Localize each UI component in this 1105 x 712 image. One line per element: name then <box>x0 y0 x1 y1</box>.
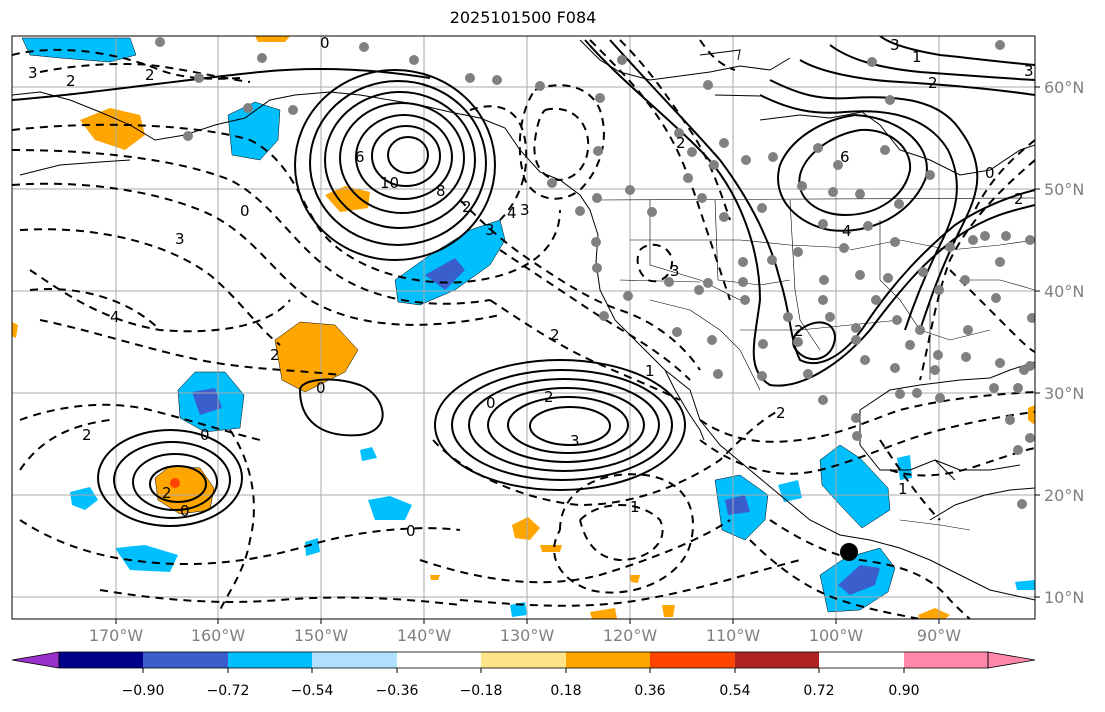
lon-label-110w: 110°W <box>705 626 761 645</box>
contour-label: 2 <box>66 72 76 90</box>
contour-label: 2 <box>462 198 472 216</box>
contour-label: 0 <box>180 502 190 520</box>
contour-label: 0 <box>406 522 416 540</box>
contour-label: 4 <box>507 204 517 222</box>
lon-label-90w: 90°W <box>916 626 962 645</box>
borders <box>597 197 1035 531</box>
contour-label: 3 <box>1024 62 1034 80</box>
lat-label-20n: 20°N <box>1044 486 1085 505</box>
colorbar-segment <box>735 652 819 668</box>
lat-label-10n: 10°N <box>1044 588 1085 607</box>
lon-label-140w: 140°W <box>396 626 452 645</box>
colorbar-tick: 0.36 <box>634 683 666 699</box>
contour-label: 1 <box>898 480 908 498</box>
colorbar-arrow-high <box>987 651 1036 669</box>
graticule <box>12 36 1035 619</box>
lat-label-40n: 40°N <box>1044 282 1085 301</box>
contour-label: 2 <box>928 74 938 92</box>
contour-label: 10 <box>380 174 399 192</box>
lat-label-50n: 50°N <box>1044 180 1085 199</box>
contour-label: 2 <box>1014 190 1024 208</box>
contour-label: 2 <box>776 404 786 422</box>
contour-label: 0 <box>316 379 326 397</box>
coastlines <box>12 39 1035 601</box>
contour-label: 2 <box>544 388 554 406</box>
colorbar-tick: −0.72 <box>206 683 250 699</box>
colorbar-segment <box>397 652 481 668</box>
contour-label: 8 <box>436 182 446 200</box>
lon-label-150w: 150°W <box>293 626 349 645</box>
contour-label: 2 <box>162 484 172 502</box>
colorbar-segment <box>312 652 397 668</box>
contour-label: 1 <box>630 498 640 516</box>
lon-label-160w: 160°W <box>190 626 246 645</box>
lon-label-130w: 130°W <box>499 626 555 645</box>
contour-label: 3 <box>890 36 900 54</box>
station-markers <box>155 37 1035 509</box>
colorbar-frame <box>58 651 989 669</box>
colorbar-segment <box>228 652 312 668</box>
contour-label: 1 <box>645 362 655 380</box>
lon-label-120w: 120°W <box>602 626 658 645</box>
contour-label: 0 <box>200 426 210 444</box>
contour-label: 3 <box>175 230 185 248</box>
colorbar-tick: 0.18 <box>550 683 582 699</box>
contour-label: 2 <box>676 134 686 152</box>
contour-label: 0 <box>240 202 250 220</box>
shaded-anomalies <box>12 36 1035 619</box>
colorbar-tick: −0.36 <box>375 683 419 699</box>
contour-label: 3 <box>570 432 580 450</box>
contour-label: 6 <box>840 148 850 166</box>
lat-label-60n: 60°N <box>1044 78 1085 97</box>
contour-label: 2 <box>794 322 804 340</box>
contours-solid <box>12 36 1035 527</box>
colorbar-segment <box>143 652 228 668</box>
contour-label: 3 <box>28 64 38 82</box>
lon-ticks <box>115 619 940 624</box>
contour-label: 2 <box>270 346 280 364</box>
colorbar-tick: −0.18 <box>459 683 503 699</box>
map-title: 2025101500 F084 <box>449 8 597 27</box>
colorbar-segment <box>481 652 566 668</box>
contour-label: 2 <box>550 326 560 344</box>
contour-label: 4 <box>842 222 852 240</box>
colorbar-segment <box>566 652 650 668</box>
colorbar-tick: 0.54 <box>719 683 751 699</box>
contour-label: 2 <box>145 66 155 84</box>
contour-label: 2 <box>82 426 92 444</box>
colorbar-segment <box>59 652 143 668</box>
colorbar-arrow-low <box>11 651 60 669</box>
highlight-marker <box>840 543 858 561</box>
colorbar-segment <box>650 652 735 668</box>
lat-label-30n: 30°N <box>1044 384 1085 403</box>
contour-label: 3 <box>670 262 680 280</box>
map-frame <box>11 35 1036 620</box>
colorbar-segment <box>904 652 988 668</box>
lon-label-170w: 170°W <box>88 626 144 645</box>
contour-label: 0 <box>985 164 995 182</box>
contour-label: 3 <box>485 221 495 239</box>
colorbar-tick: −0.90 <box>121 683 165 699</box>
colorbar <box>11 651 1036 673</box>
contour-label: 1 <box>912 48 922 66</box>
contour-label: 0 <box>320 34 330 52</box>
contour-label: 0 <box>486 394 496 412</box>
colorbar-tick: 0.90 <box>888 683 920 699</box>
contour-label: 4 <box>110 308 120 326</box>
colorbar-tick: −0.54 <box>290 683 334 699</box>
contour-label: 3 <box>520 201 530 219</box>
colorbar-tick: 0.72 <box>803 683 835 699</box>
contour-label: 6 <box>355 148 365 166</box>
contours-dashed <box>12 39 1035 619</box>
lat-ticks <box>1035 86 1040 598</box>
lon-label-100w: 100°W <box>808 626 864 645</box>
